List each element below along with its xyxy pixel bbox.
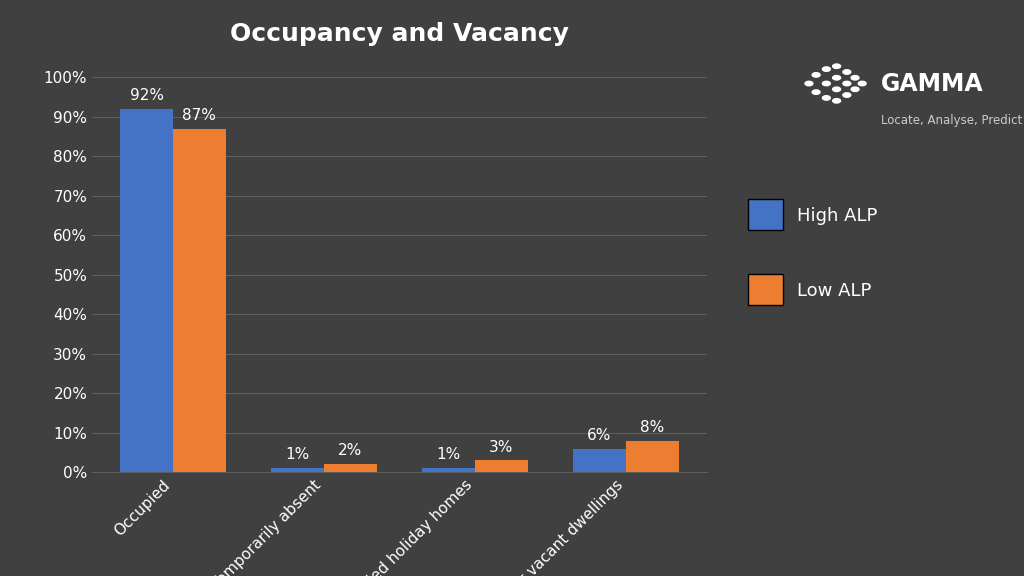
Text: 2%: 2% bbox=[338, 444, 362, 458]
Bar bbox=[626, 441, 679, 472]
Bar bbox=[271, 468, 324, 472]
Text: 3%: 3% bbox=[489, 439, 513, 454]
Bar bbox=[120, 109, 173, 472]
Bar bbox=[573, 449, 626, 472]
Title: Occupancy and Vacancy: Occupancy and Vacancy bbox=[230, 22, 568, 46]
Bar bbox=[422, 468, 475, 472]
Text: 8%: 8% bbox=[640, 420, 665, 435]
Text: Locate, Analyse, Predict: Locate, Analyse, Predict bbox=[881, 115, 1022, 127]
Text: 1%: 1% bbox=[286, 448, 309, 463]
Text: 92%: 92% bbox=[129, 88, 164, 103]
Text: 1%: 1% bbox=[436, 448, 461, 463]
Text: GAMMA: GAMMA bbox=[881, 71, 983, 96]
Text: 87%: 87% bbox=[182, 108, 216, 123]
Text: Low ALP: Low ALP bbox=[797, 282, 871, 300]
Bar bbox=[475, 460, 527, 472]
Text: 6%: 6% bbox=[587, 428, 611, 443]
Text: High ALP: High ALP bbox=[797, 207, 877, 225]
Bar bbox=[324, 464, 377, 472]
Bar bbox=[173, 128, 225, 472]
